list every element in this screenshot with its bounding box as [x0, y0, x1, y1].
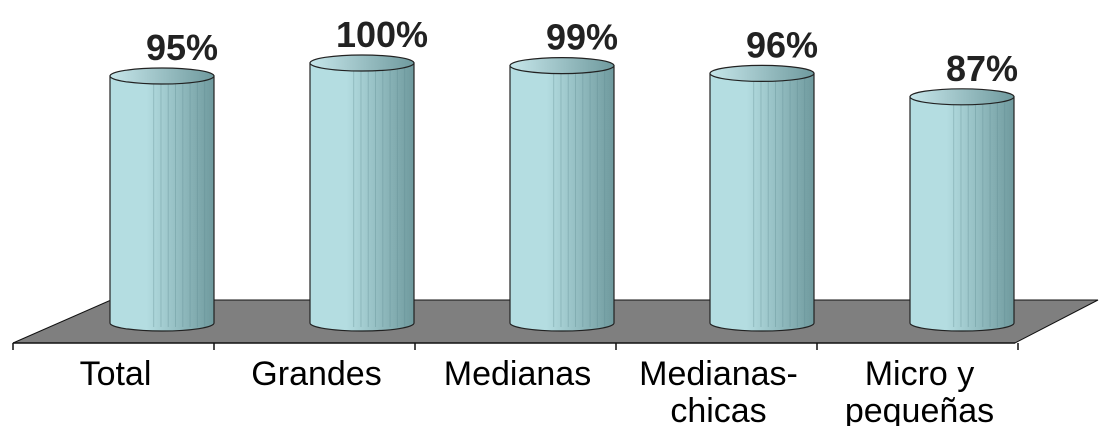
bar: [109, 67, 215, 332]
category-label: Grandes: [251, 355, 381, 393]
bar-body: [709, 72, 815, 332]
category-label: Micro y: [865, 355, 975, 393]
category-label: Medianas: [444, 355, 591, 393]
bar-top-cap: [909, 88, 1015, 106]
x-axis-ticks: [12, 343, 1019, 350]
value-label: 99%: [546, 17, 618, 58]
value-labels: 95% 100% 99% 96% 87%: [146, 14, 1018, 89]
bar-top-cap: [309, 54, 415, 72]
bar-top-cap: [109, 67, 215, 85]
bar-body: [309, 62, 415, 332]
value-label: 87%: [946, 48, 1018, 89]
category-labels: Total Grandes Medianas Medianas-chicas Micro…: [80, 355, 995, 426]
bar-body: [509, 65, 615, 332]
bar-top-cap: [509, 56, 615, 75]
bar-top-cap: [709, 64, 815, 83]
bar-body: [909, 96, 1015, 332]
bar: [909, 88, 1015, 332]
bar: [509, 56, 615, 332]
bar: [309, 54, 415, 332]
value-label: 95%: [146, 27, 218, 68]
value-label: 96%: [746, 24, 818, 65]
value-label: 100%: [336, 14, 428, 55]
category-label: Total: [80, 355, 152, 393]
category-label: Medianas-: [639, 355, 798, 393]
category-label: chicas: [670, 392, 766, 426]
category-label: pequeñas: [845, 392, 994, 426]
bar: [709, 64, 815, 332]
bar-series: [109, 54, 1015, 332]
bar-body: [109, 75, 215, 332]
